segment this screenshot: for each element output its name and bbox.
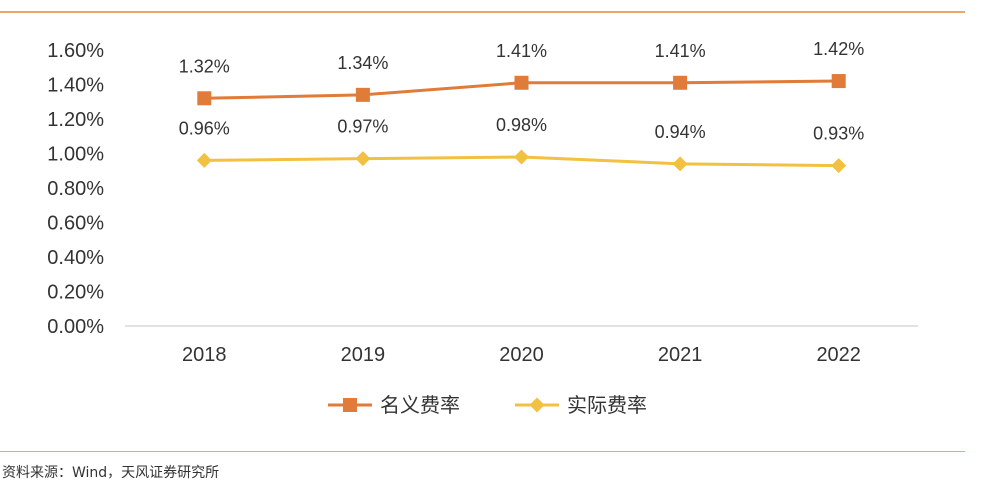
data-label: 0.93% — [813, 124, 864, 144]
x-tick-label: 2020 — [499, 344, 544, 366]
legend-marker — [529, 397, 545, 413]
series-layer: 1.32% 1.34% 1.41% 1.41% 1.42% 0.96% 0.97% 0.98%… — [179, 39, 864, 174]
data-point — [673, 75, 688, 90]
legend-label: 名义费率 — [380, 393, 460, 417]
series-2: 0.96% 0.97% 0.98% 0.94% 0.93% — [179, 115, 864, 174]
x-tick-label: 2022 — [816, 344, 861, 366]
x-tick-label: 2021 — [658, 344, 703, 366]
y-tick-label: 0.80% — [47, 178, 104, 200]
series-1: 1.32% 1.34% 1.41% 1.41% 1.42% — [179, 39, 864, 106]
line-chart: 0.00% 0.20% 0.40% 0.60% 0.80% 1.00% 1.20% 1.40%… — [47, 39, 918, 417]
data-label: 0.94% — [655, 122, 706, 142]
y-axis: 0.00% 0.20% 0.40% 0.60% 0.80% 1.00% 1.20% 1.40%… — [47, 40, 104, 338]
data-label: 0.98% — [496, 115, 547, 135]
y-tick-label: 0.60% — [47, 213, 104, 235]
y-tick-label: 1.20% — [47, 109, 104, 131]
y-tick-label: 1.40% — [47, 75, 104, 97]
data-point — [514, 149, 529, 165]
data-point — [514, 75, 529, 90]
data-point — [196, 152, 212, 168]
legend-item: 名义费率 — [328, 393, 460, 417]
legend-label: 实际费率 — [567, 393, 647, 417]
x-tick-label: 2018 — [182, 344, 227, 366]
data-point — [355, 87, 370, 102]
legend: 名义费率 实际费率 — [328, 393, 647, 417]
x-tick-label: 2019 — [341, 344, 386, 366]
data-label: 0.96% — [179, 118, 230, 138]
legend-marker — [343, 398, 357, 412]
data-point — [831, 74, 846, 89]
data-label: 1.41% — [655, 41, 706, 61]
top-divider — [0, 11, 965, 13]
bottom-divider — [0, 451, 965, 452]
y-tick-label: 0.40% — [47, 247, 104, 269]
data-point — [355, 151, 371, 167]
data-point — [831, 158, 847, 174]
y-tick-label: 0.00% — [47, 316, 104, 338]
y-tick-label: 1.00% — [47, 144, 104, 166]
data-label: 1.42% — [813, 39, 864, 59]
data-label: 0.97% — [337, 117, 388, 137]
data-label: 1.41% — [496, 41, 547, 61]
data-point — [197, 91, 212, 106]
legend-item: 实际费率 — [515, 393, 647, 417]
x-axis: 2018 2019 2020 2021 2022 — [182, 344, 861, 366]
y-tick-label: 0.20% — [47, 282, 104, 304]
data-label: 1.34% — [337, 53, 388, 73]
data-label: 1.32% — [179, 56, 230, 76]
source-note: 资料来源：Wind，天风证券研究所 — [2, 465, 220, 481]
y-tick-label: 1.60% — [47, 40, 104, 62]
data-point — [672, 156, 688, 172]
